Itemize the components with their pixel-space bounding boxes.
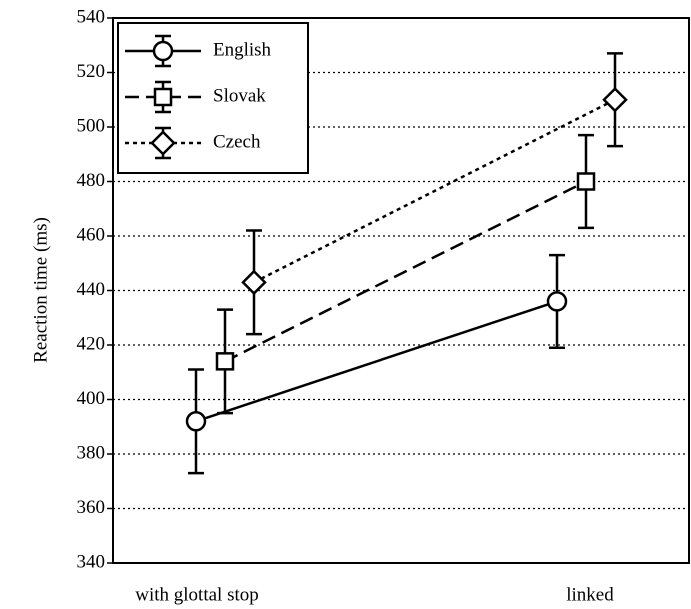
series-line	[195, 300, 558, 423]
marker	[576, 172, 596, 191]
legend-marker	[150, 130, 176, 156]
y-tick-label: 340	[77, 551, 106, 572]
marker	[546, 291, 568, 312]
y-tick-label: 520	[77, 61, 106, 82]
y-tick-label: 380	[77, 442, 106, 463]
plot-frame	[112, 17, 690, 564]
x-tick-label: linked	[566, 584, 614, 605]
y-tick-label: 540	[77, 6, 106, 27]
legend-label: English	[213, 39, 272, 60]
y-axis-label: Reaction time (ms)	[30, 217, 51, 363]
marker	[215, 352, 235, 371]
legend: English Slovak Czech	[117, 22, 309, 174]
y-tick-label: 400	[77, 388, 106, 409]
marker	[241, 269, 267, 296]
marker	[185, 411, 207, 432]
y-tick-label: 480	[77, 170, 106, 191]
legend-marker	[153, 87, 173, 107]
x-tick-label: with glottal stop	[135, 584, 259, 605]
legend-marker	[152, 40, 174, 62]
y-tick-label: 460	[77, 224, 106, 245]
y-tick-label: 360	[77, 497, 106, 518]
y-tick-label: 420	[77, 333, 106, 354]
series-line	[224, 180, 587, 363]
marker	[602, 86, 628, 113]
y-tick-label: 440	[77, 279, 106, 300]
legend-label: Czech	[213, 131, 261, 152]
series-line	[253, 98, 616, 284]
y-tick-label: 500	[77, 115, 106, 136]
legend-label: Slovak	[213, 85, 266, 106]
